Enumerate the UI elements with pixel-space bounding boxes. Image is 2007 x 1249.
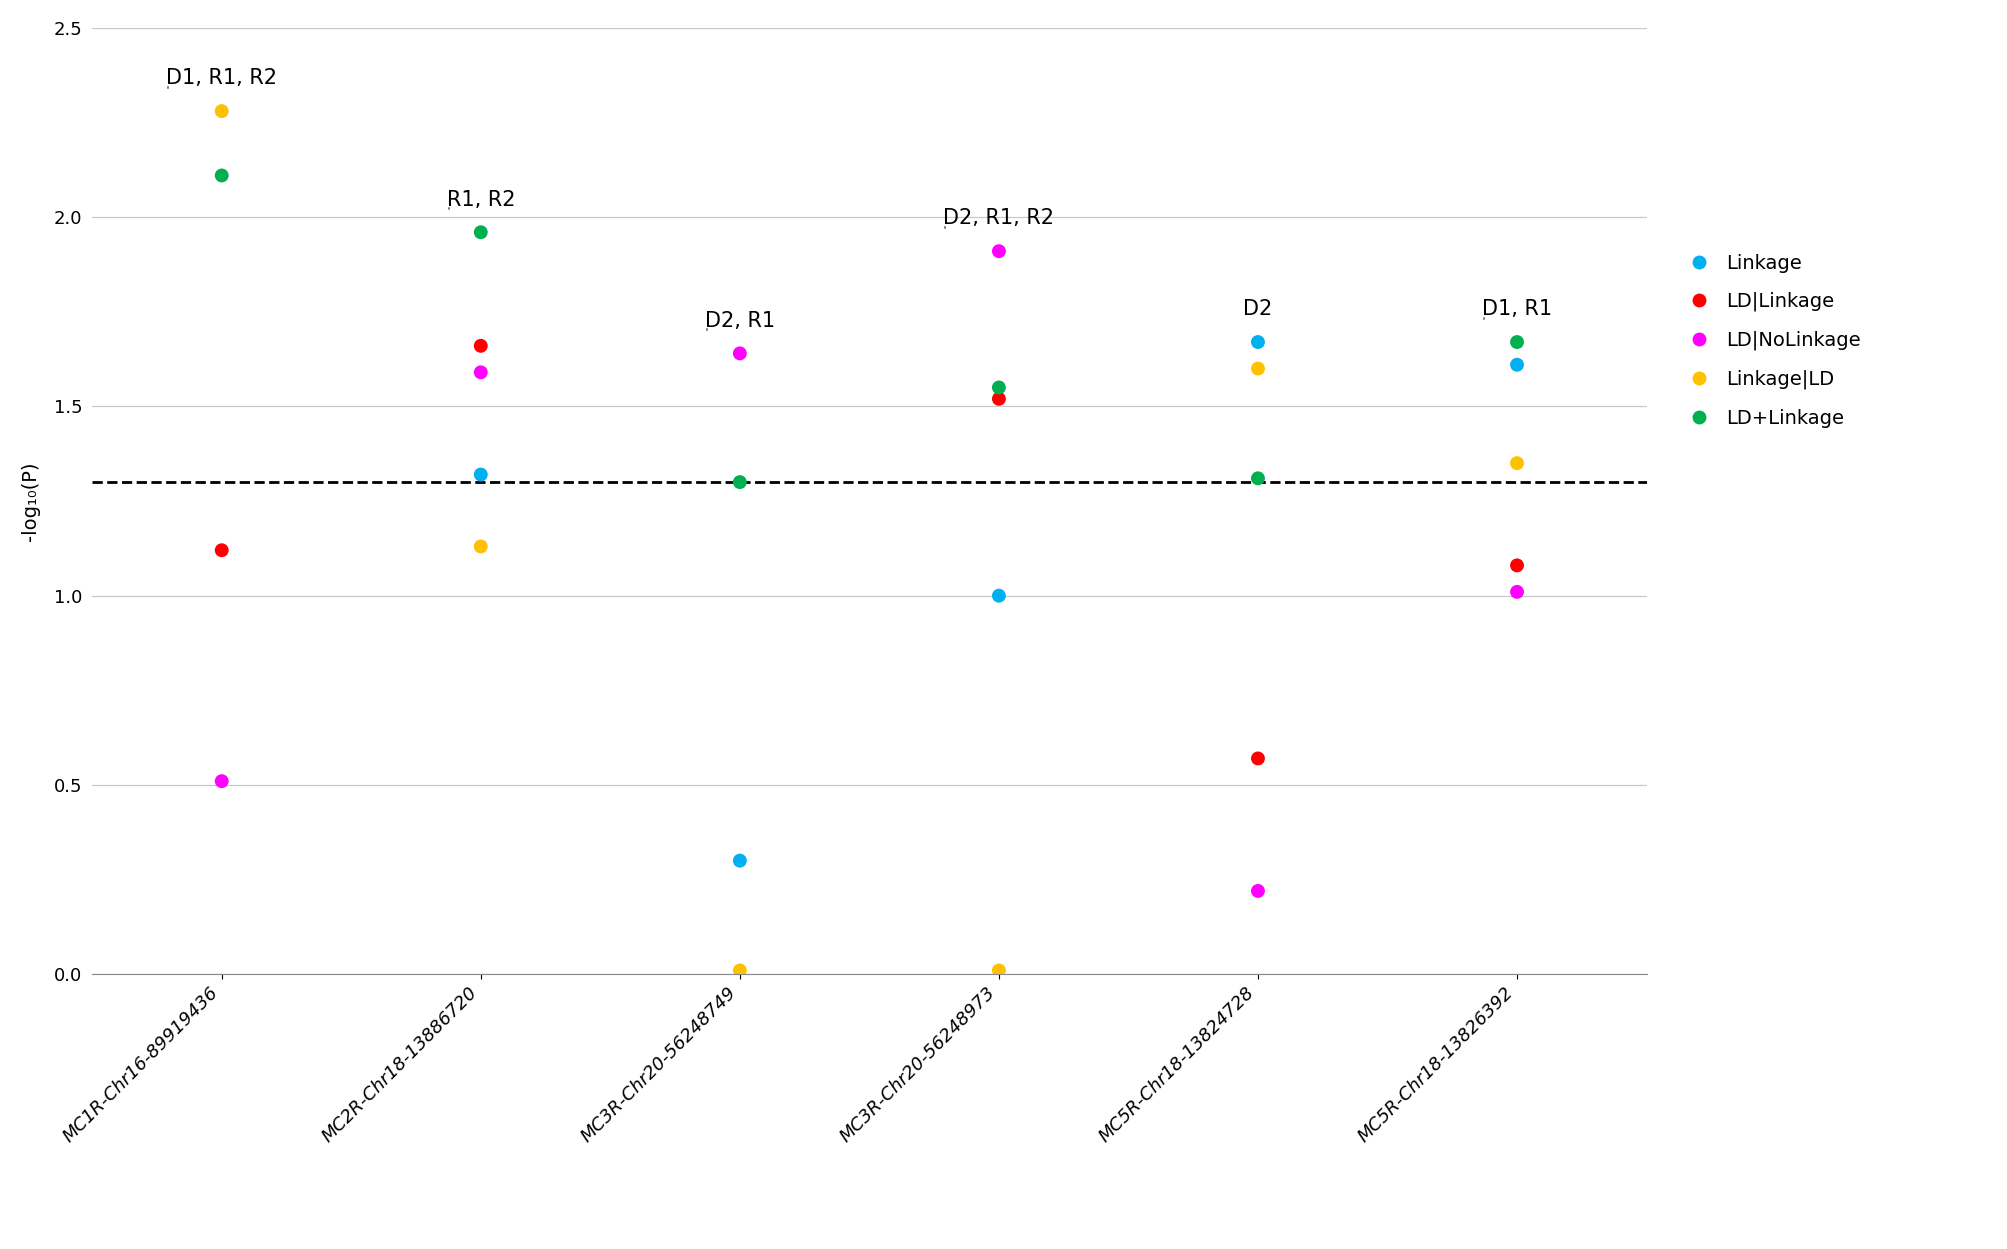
Text: D2, R1, R2: D2, R1, R2	[943, 209, 1054, 229]
Point	[464, 336, 496, 356]
Point	[1240, 881, 1272, 901]
Point	[205, 771, 237, 791]
Point	[981, 377, 1014, 397]
Point	[1499, 556, 1531, 576]
Point	[1240, 332, 1272, 352]
Point	[981, 388, 1014, 408]
Text: D2, R1: D2, R1	[704, 311, 775, 331]
Point	[981, 960, 1014, 980]
Text: D1, R1: D1, R1	[1481, 300, 1551, 320]
Text: D1, R1, R2: D1, R1, R2	[167, 69, 277, 89]
Text: D2: D2	[1242, 300, 1272, 320]
Point	[1499, 355, 1531, 375]
Point	[1240, 468, 1272, 488]
Point	[464, 222, 496, 242]
Legend: Linkage, LD|Linkage, LD|NoLinkage, Linkage|LD, LD+Linkage: Linkage, LD|Linkage, LD|NoLinkage, Linka…	[1672, 246, 1869, 436]
Point	[723, 851, 755, 871]
Text: R1, R2: R1, R2	[446, 190, 514, 210]
Point	[464, 537, 496, 557]
Point	[205, 541, 237, 561]
Point	[723, 472, 755, 492]
Point	[723, 343, 755, 363]
Point	[1240, 358, 1272, 378]
Point	[464, 465, 496, 485]
Point	[1240, 748, 1272, 768]
Point	[981, 241, 1014, 261]
Point	[1499, 332, 1531, 352]
Point	[205, 165, 237, 185]
Point	[981, 586, 1014, 606]
Point	[1499, 453, 1531, 473]
Point	[464, 362, 496, 382]
Point	[723, 960, 755, 980]
Point	[1499, 582, 1531, 602]
Point	[205, 101, 237, 121]
Y-axis label: -log₁₀(P): -log₁₀(P)	[20, 461, 40, 541]
